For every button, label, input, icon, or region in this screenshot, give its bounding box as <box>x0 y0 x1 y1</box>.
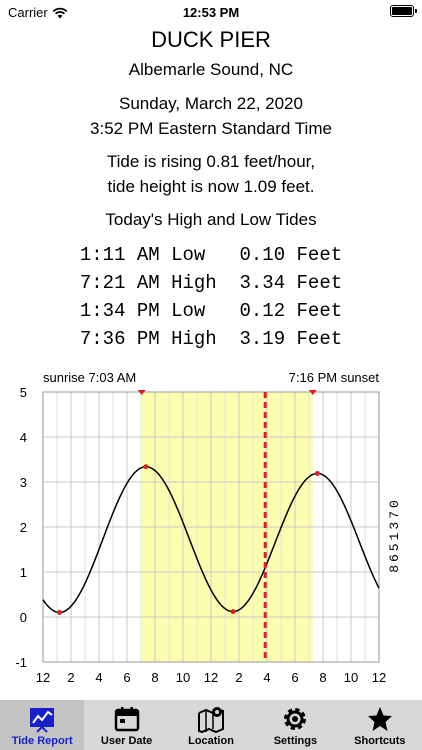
sun-marker <box>308 390 317 395</box>
tide-row: 1:34 PM Low 0.12 Feet <box>79 300 343 322</box>
tide-row: 7:21 AM High 3.34 Feet <box>79 272 343 294</box>
status-right <box>390 5 417 17</box>
tab-label: Shortcuts <box>354 735 406 747</box>
calendar-icon <box>114 707 139 732</box>
tab-tide-report[interactable]: Tide Report <box>0 700 85 750</box>
x-tick-label: 2 <box>67 670 74 685</box>
sunrise-label: sunrise 7:03 AM <box>43 370 136 385</box>
tide-curve <box>42 465 380 614</box>
extreme-markers <box>57 390 320 615</box>
x-tick-label: 10 <box>176 670 190 685</box>
station-id-label: 8651370 <box>387 497 402 573</box>
x-axis-labels: 12 2 4 6 8 10 12 2 4 6 8 10 12 <box>36 670 386 685</box>
x-tick-label: 4 <box>263 670 270 685</box>
tide-row: 7:36 PM High 3.19 Feet <box>79 328 343 350</box>
sun-marker <box>137 390 146 395</box>
y-tick-label: 3 <box>20 475 27 490</box>
carrier-label: Carrier <box>8 5 48 20</box>
star-icon <box>367 707 392 731</box>
tab-user-date[interactable]: User Date <box>84 700 168 750</box>
y-tick-label: 1 <box>20 565 27 580</box>
x-tick-label: 12 <box>36 670 50 685</box>
status-time: 12:53 PM <box>182 5 240 20</box>
battery-icon <box>390 5 417 17</box>
tide-rate-text: Tide is rising 0.81 feet/hour, <box>106 152 316 171</box>
extreme-marker <box>57 610 63 615</box>
x-tick-label: 2 <box>235 670 242 685</box>
x-tick-label: 12 <box>204 670 218 685</box>
tides-heading: Today's High and Low Tides <box>105 210 317 229</box>
sunset-label: 7:16 PM sunset <box>289 370 380 385</box>
tab-label: Tide Report <box>11 735 73 747</box>
horizontal-grid <box>43 436 379 618</box>
y-tick-label: 5 <box>20 385 27 400</box>
extreme-marker <box>143 464 149 470</box>
x-tick-label: 10 <box>344 670 358 685</box>
tab-label: Location <box>188 735 234 747</box>
tab-location[interactable]: Location <box>169 700 253 750</box>
y-tick-label: 2 <box>20 520 27 535</box>
extreme-marker <box>314 470 320 476</box>
y-tick-label: 0 <box>20 610 27 625</box>
station-title: DUCK PIER <box>151 27 271 52</box>
chart-icon <box>30 708 55 733</box>
y-axis-labels: 5 4 3 2 1 0 -1 <box>15 385 27 670</box>
x-tick-label: 8 <box>151 670 158 685</box>
tide-table: 1:11 AM Low 0.10 Feet 7:21 AM High 3.34 … <box>0 243 422 355</box>
status-left: Carrier <box>8 5 68 20</box>
tide-height-text: tide height is now 1.09 feet. <box>107 177 315 196</box>
status-bar: Carrier 12:53 PM <box>0 0 422 24</box>
report-time: 3:52 PM Eastern Standard Time <box>90 119 332 138</box>
x-tick-label: 4 <box>95 670 102 685</box>
tab-bar: Tide Report User Date Location Settings <box>0 700 422 750</box>
x-tick-label: 6 <box>291 670 298 685</box>
tab-label: Settings <box>273 735 318 747</box>
y-tick-label: -1 <box>15 655 27 670</box>
wifi-icon <box>52 7 68 18</box>
tab-label: User Date <box>100 735 153 747</box>
gear-icon <box>284 708 307 730</box>
extreme-marker <box>230 609 236 615</box>
x-tick-label: 12 <box>372 670 386 685</box>
y-tick-label: 4 <box>20 430 27 445</box>
tab-shortcuts[interactable]: Shortcuts <box>338 700 422 750</box>
tab-settings[interactable]: Settings <box>253 700 337 750</box>
x-tick-label: 6 <box>123 670 130 685</box>
x-tick-label: 8 <box>319 670 326 685</box>
tide-row: 1:11 AM Low 0.10 Feet <box>79 244 343 266</box>
station-subtitle: Albemarle Sound, NC <box>128 60 294 79</box>
report-date: Sunday, March 22, 2020 <box>119 94 303 113</box>
plot-frame <box>42 391 380 663</box>
map-pin-icon <box>198 707 225 733</box>
